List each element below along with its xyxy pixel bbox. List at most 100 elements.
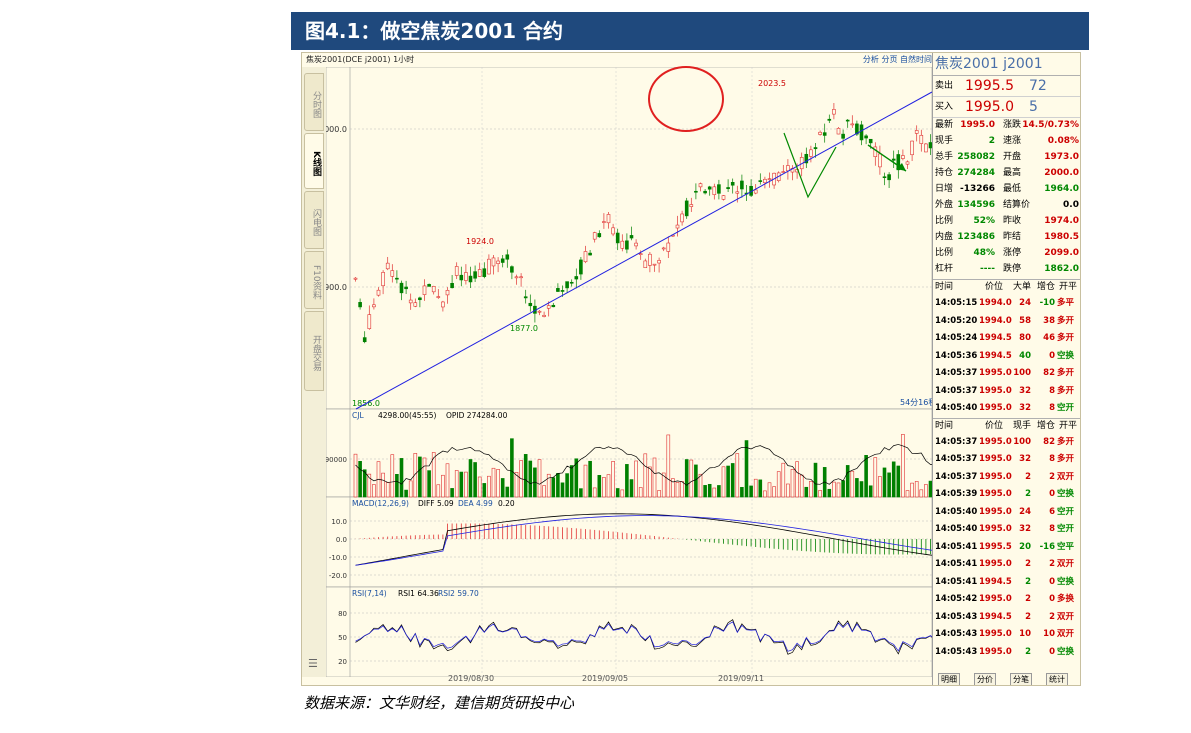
volume-bar bbox=[353, 453, 358, 498]
tab-timeshare[interactable]: 分时图 bbox=[304, 73, 324, 131]
volume-bar bbox=[772, 486, 776, 498]
volume-bar bbox=[717, 485, 721, 498]
trade-row[interactable]: 14:05:15 1994.0 24 -10 多平 bbox=[935, 298, 1075, 308]
volume-bar bbox=[661, 472, 666, 498]
volume-bar bbox=[744, 440, 749, 498]
tab-kline[interactable]: K线图 bbox=[304, 133, 324, 189]
candle bbox=[735, 191, 740, 194]
volume-bar bbox=[450, 488, 454, 498]
volume-bar bbox=[730, 463, 735, 498]
trade-row[interactable]: 14:05:39 1995.0 2 0 空换 bbox=[935, 489, 1075, 499]
macd-histogram bbox=[355, 523, 931, 555]
toolbar-right[interactable]: 分析 分页 自然时间 bbox=[862, 55, 932, 64]
volume-bar bbox=[786, 483, 790, 498]
candle bbox=[680, 213, 684, 223]
trade-row[interactable]: 14:05:37 1995.0 32 8 多开 bbox=[935, 385, 1075, 396]
stat-row: 日增 -13266 最低 1964.0 bbox=[935, 184, 1079, 194]
trade-row[interactable]: 14:05:43 1995.0 2 0 空换 bbox=[935, 646, 1075, 657]
candle bbox=[707, 186, 712, 190]
trade-row[interactable]: 14:05:43 1995.0 10 10 双开 bbox=[935, 629, 1075, 639]
anno-1877: 1877.0 bbox=[510, 324, 538, 333]
candle bbox=[551, 304, 556, 308]
buy-row[interactable]: 买入 1995.0 5 bbox=[933, 97, 1080, 118]
buy-volume: 5 bbox=[1029, 99, 1038, 115]
candle bbox=[753, 189, 758, 194]
candle bbox=[565, 281, 569, 289]
candle bbox=[882, 176, 887, 179]
candle bbox=[353, 277, 358, 280]
volume-bar bbox=[523, 454, 528, 498]
volume-bar bbox=[496, 469, 500, 498]
trade-row[interactable]: 14:05:36 1994.5 40 0 空换 bbox=[935, 350, 1075, 361]
quote-stats: 最新 1995.0 涨跌 14.5/0.73% 现手 2 速涨 0.08% 总手 258082 开盘… bbox=[933, 117, 1080, 277]
trade-row[interactable]: 14:05:37 1995.0 2 2 双开 bbox=[935, 471, 1075, 482]
candle bbox=[606, 214, 611, 224]
candle bbox=[496, 260, 500, 264]
trade-row[interactable]: 14:05:40 1995.0 32 8 空开 bbox=[935, 403, 1075, 413]
trading-window: 焦炭2001(DCE j2001) 1小时 分析 分页 自然时间 分时图 K线图… bbox=[301, 52, 1081, 686]
tab-price[interactable]: 分价 bbox=[974, 673, 996, 685]
candle bbox=[873, 146, 878, 158]
volume-bar bbox=[873, 457, 878, 498]
candle bbox=[836, 127, 841, 135]
candle bbox=[597, 233, 602, 238]
trade-row[interactable]: 14:05:41 1995.0 2 2 双开 bbox=[935, 559, 1075, 569]
candle bbox=[468, 275, 473, 283]
volume-bar bbox=[726, 465, 730, 498]
candle bbox=[404, 286, 408, 290]
candle bbox=[666, 242, 671, 252]
trade-row[interactable]: 14:05:43 1994.5 2 2 双开 bbox=[935, 611, 1075, 622]
volume-bar bbox=[864, 455, 868, 498]
sell-row[interactable]: 卖出 1995.5 72 bbox=[933, 76, 1080, 97]
trade-row[interactable]: 14:05:37 1995.0 100 82 多开 bbox=[935, 368, 1075, 378]
volume-bar bbox=[569, 465, 574, 498]
tab-trade[interactable]: 开盘交易 bbox=[304, 311, 324, 391]
tab-stats[interactable]: 统计 bbox=[1046, 673, 1068, 685]
trade-row[interactable]: 14:05:42 1995.0 2 0 多换 bbox=[935, 594, 1075, 604]
volume-bar bbox=[905, 490, 910, 498]
trade-row[interactable]: 14:05:40 1995.0 24 6 空开 bbox=[935, 506, 1075, 517]
candle bbox=[648, 253, 652, 266]
candle bbox=[491, 257, 496, 267]
trade-row[interactable]: 14:05:37 1995.0 100 82 多开 bbox=[935, 436, 1075, 447]
trade-row[interactable]: 14:05:37 1995.0 32 8 多开 bbox=[935, 454, 1075, 464]
menu-icon[interactable]: ☰ bbox=[308, 657, 318, 670]
trade-row[interactable]: 14:05:24 1994.5 80 46 多开 bbox=[935, 333, 1075, 343]
tab-f10[interactable]: F10资料 bbox=[304, 251, 324, 309]
volume-bar bbox=[740, 487, 744, 498]
candle bbox=[602, 221, 606, 223]
trade-row[interactable]: 14:05:40 1995.0 32 8 空开 bbox=[935, 524, 1075, 534]
volume-bar bbox=[707, 483, 712, 498]
volume-bar bbox=[542, 485, 546, 498]
macd-dea: DEA 4.99 bbox=[458, 499, 493, 508]
volume-bar bbox=[795, 461, 799, 498]
v-pattern-mark bbox=[783, 132, 837, 199]
diff-line bbox=[355, 513, 932, 566]
candle bbox=[427, 284, 431, 287]
candle bbox=[560, 290, 565, 292]
kline-chart[interactable]: 2000.0 1900.0 90000 10.0 0.0 -10.0 -20.0… bbox=[326, 67, 932, 677]
anno-1924: 1924.0 bbox=[466, 237, 494, 246]
volume-bar bbox=[841, 480, 845, 498]
volume-bar bbox=[671, 478, 675, 498]
candle bbox=[827, 118, 832, 121]
macd-diff: DIFF 5.09 bbox=[418, 499, 454, 508]
tab-detail[interactable]: 明细 bbox=[938, 673, 960, 685]
volume-bar bbox=[836, 482, 841, 498]
candle bbox=[399, 282, 404, 294]
tab-flash[interactable]: 闪电图 bbox=[304, 191, 324, 249]
tab-tick[interactable]: 分笔 bbox=[1010, 673, 1032, 685]
volume-bar bbox=[399, 458, 404, 498]
rsi-label: RSI(7,14) bbox=[352, 589, 387, 598]
trade-row[interactable]: 14:05:41 1995.5 20 -16 空平 bbox=[935, 541, 1075, 552]
candle bbox=[431, 286, 436, 293]
trade-row[interactable]: 14:05:41 1994.5 2 0 空换 bbox=[935, 576, 1075, 587]
volume-bar bbox=[753, 478, 758, 498]
figure-title: 图4.1：做空焦炭2001 合约 bbox=[291, 12, 1089, 50]
instrument-label[interactable]: 焦炭2001(DCE j2001) 1小时 bbox=[306, 55, 415, 64]
volume-bar bbox=[882, 467, 887, 498]
volume-bar bbox=[579, 488, 583, 498]
volume-bar bbox=[767, 482, 772, 498]
trade-row[interactable]: 14:05:20 1994.0 58 38 多开 bbox=[935, 315, 1075, 326]
arrow-head bbox=[896, 163, 906, 171]
